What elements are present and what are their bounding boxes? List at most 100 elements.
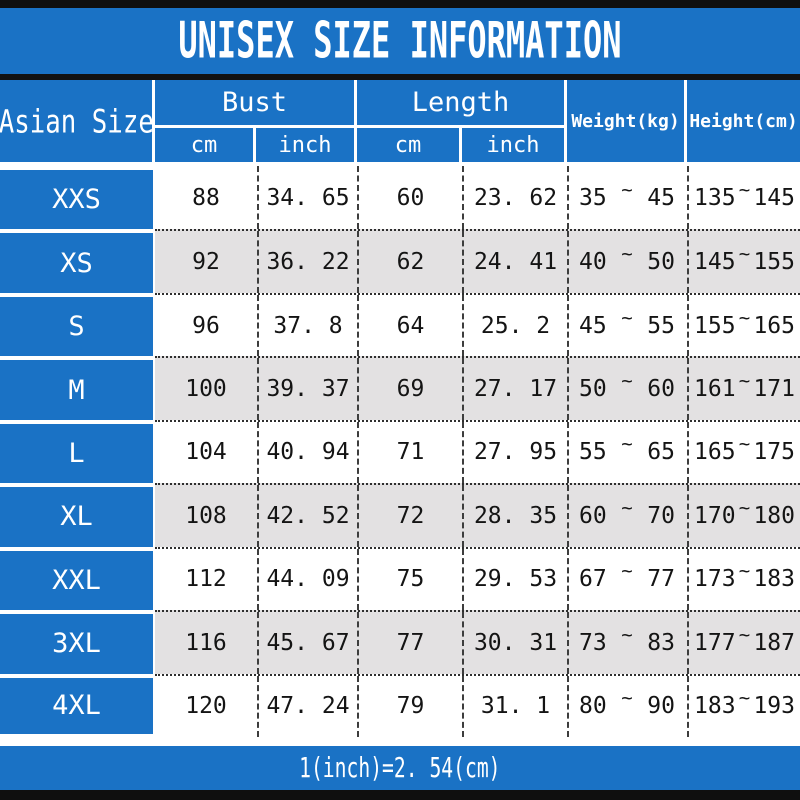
length-cm-cell: 60 <box>357 166 462 230</box>
table-row-m: M 100 39. 37 69 27. 17 50 ~ 60 161 ~ 171 <box>0 356 800 420</box>
length-cm-cell: 75 <box>357 548 462 611</box>
height-min: 161 <box>694 376 736 403</box>
bust-cm-cell: 116 <box>185 629 227 656</box>
weight-max: 90 <box>647 693 675 720</box>
tilde-symbol: ~ <box>621 623 633 646</box>
table-row-xs: XS 92 36. 22 62 24. 41 40 ~ 50 145 ~ 155 <box>0 229 800 293</box>
size-cell: S <box>0 292 155 357</box>
header-asian-size-label: Asian Size <box>0 102 154 140</box>
length-inch-cell: 24. 41 <box>462 231 567 293</box>
length-cm-cell: 64 <box>357 294 462 357</box>
weight-max: 45 <box>647 184 675 211</box>
length-inch-cell: 28. 35 <box>462 485 567 547</box>
height-min: 165 <box>694 439 736 466</box>
length-inch-cell: 27. 95 <box>462 421 567 484</box>
height-max: 180 <box>753 502 795 529</box>
weight-min: 73 <box>579 629 607 656</box>
header-bust-cm: cm <box>155 128 256 162</box>
bust-inch-cell: 45. 67 <box>257 612 357 674</box>
bottom-black-bar <box>0 790 800 800</box>
tilde-symbol: ~ <box>738 243 751 266</box>
size-cell: 4XL <box>0 673 155 737</box>
length-cm-cell: 62 <box>357 231 462 293</box>
table-row-3xl: 3XL 116 45. 67 77 30. 31 73 ~ 83 177 ~ 1… <box>0 610 800 674</box>
weight-max: 50 <box>647 249 675 276</box>
tilde-symbol: ~ <box>621 178 633 201</box>
weight-range-cell: 60 ~ 70 <box>567 485 687 547</box>
length-inch-cell: 25. 2 <box>462 294 567 357</box>
length-cm-cell: 79 <box>357 675 462 737</box>
height-range-cell: 183 ~ 193 <box>687 675 800 737</box>
length-inch-cell: 29. 53 <box>462 548 567 611</box>
table-row-4xl: 4XL 120 47. 24 79 31. 1 80 ~ 90 183 ~ 19… <box>0 673 800 737</box>
height-range-cell: 170 ~ 180 <box>687 485 800 547</box>
weight-min: 45 <box>579 312 607 339</box>
size-cell: XL <box>0 483 155 547</box>
height-range-cell: 155 ~ 165 <box>687 294 800 357</box>
weight-min: 35 <box>579 184 607 211</box>
height-min: 155 <box>694 312 736 339</box>
table-body: XXS 88 34. 65 60 23. 62 35 ~ 45 135 ~ 14… <box>0 166 800 737</box>
bust-cm-cell: 100 <box>185 376 227 403</box>
tilde-symbol: ~ <box>621 560 633 583</box>
table-header: Asian Size Bust cm inch Length cm inch W… <box>0 80 800 162</box>
weight-max: 70 <box>647 502 675 529</box>
header-bust-subrow: cm inch <box>155 128 354 162</box>
footer-bar: 1(inch)=2. 54(cm) <box>0 746 800 790</box>
length-inch-cell: 30. 31 <box>462 612 567 674</box>
bust-inch-cell: 37. 8 <box>257 294 357 357</box>
weight-min: 40 <box>579 249 607 276</box>
weight-max: 77 <box>647 566 675 593</box>
height-min: 145 <box>694 249 736 276</box>
bust-inch-cell: 34. 65 <box>257 166 357 230</box>
header-height: Height(cm) <box>687 80 800 162</box>
weight-range-cell: 73 ~ 83 <box>567 612 687 674</box>
height-max: 165 <box>753 312 795 339</box>
title-bar: UNISEX SIZE INFORMATION <box>0 8 800 74</box>
height-max: 175 <box>753 439 795 466</box>
size-cell: XXS <box>0 166 155 230</box>
header-length-cm: cm <box>357 128 462 162</box>
page-title: UNISEX SIZE INFORMATION <box>178 12 622 70</box>
table-row-xxs: XXS 88 34. 65 60 23. 62 35 ~ 45 135 ~ 14… <box>0 166 800 230</box>
weight-range-cell: 67 ~ 77 <box>567 548 687 611</box>
height-range-cell: 161 ~ 171 <box>687 358 800 420</box>
weight-max: 55 <box>647 312 675 339</box>
header-body-gap <box>0 162 800 166</box>
bust-inch-cell: 36. 22 <box>257 231 357 293</box>
height-range-cell: 173 ~ 183 <box>687 548 800 611</box>
header-weight: Weight(kg) <box>567 80 687 162</box>
bust-inch-cell: 42. 52 <box>257 485 357 547</box>
length-inch-cell: 31. 1 <box>462 675 567 737</box>
bust-cm-cell: 96 <box>192 312 220 339</box>
length-inch-cell: 27. 17 <box>462 358 567 420</box>
tilde-symbol: ~ <box>621 433 633 456</box>
height-range-cell: 135 ~ 145 <box>687 166 800 230</box>
header-bust-inch: inch <box>256 128 354 162</box>
header-length-subrow: cm inch <box>357 128 564 162</box>
height-min: 135 <box>694 184 736 211</box>
bust-cm-cell: 104 <box>185 439 227 466</box>
header-length-inch: inch <box>462 128 564 162</box>
bust-cm-cell: 92 <box>192 249 220 276</box>
bust-inch-cell: 39. 37 <box>257 358 357 420</box>
tilde-symbol: ~ <box>738 370 751 393</box>
weight-range-cell: 55 ~ 65 <box>567 421 687 484</box>
tilde-symbol: ~ <box>738 496 751 519</box>
height-max: 193 <box>753 693 795 720</box>
tilde-symbol: ~ <box>621 306 633 329</box>
body-footer-gap <box>0 737 800 746</box>
header-bust: Bust <box>155 80 354 128</box>
table-row-s: S 96 37. 8 64 25. 2 45 ~ 55 155 ~ 165 <box>0 292 800 357</box>
row-cells: 92 36. 22 62 24. 41 40 ~ 50 145 ~ 155 <box>155 229 800 293</box>
tilde-symbol: ~ <box>738 623 751 646</box>
top-black-bar <box>0 0 800 8</box>
bust-cm-cell: 108 <box>185 502 227 529</box>
length-cm-cell: 77 <box>357 612 462 674</box>
bust-cm-cell: 120 <box>185 693 227 720</box>
weight-min: 60 <box>579 502 607 529</box>
weight-range-cell: 45 ~ 55 <box>567 294 687 357</box>
height-min: 177 <box>694 629 736 656</box>
height-min: 173 <box>694 566 736 593</box>
